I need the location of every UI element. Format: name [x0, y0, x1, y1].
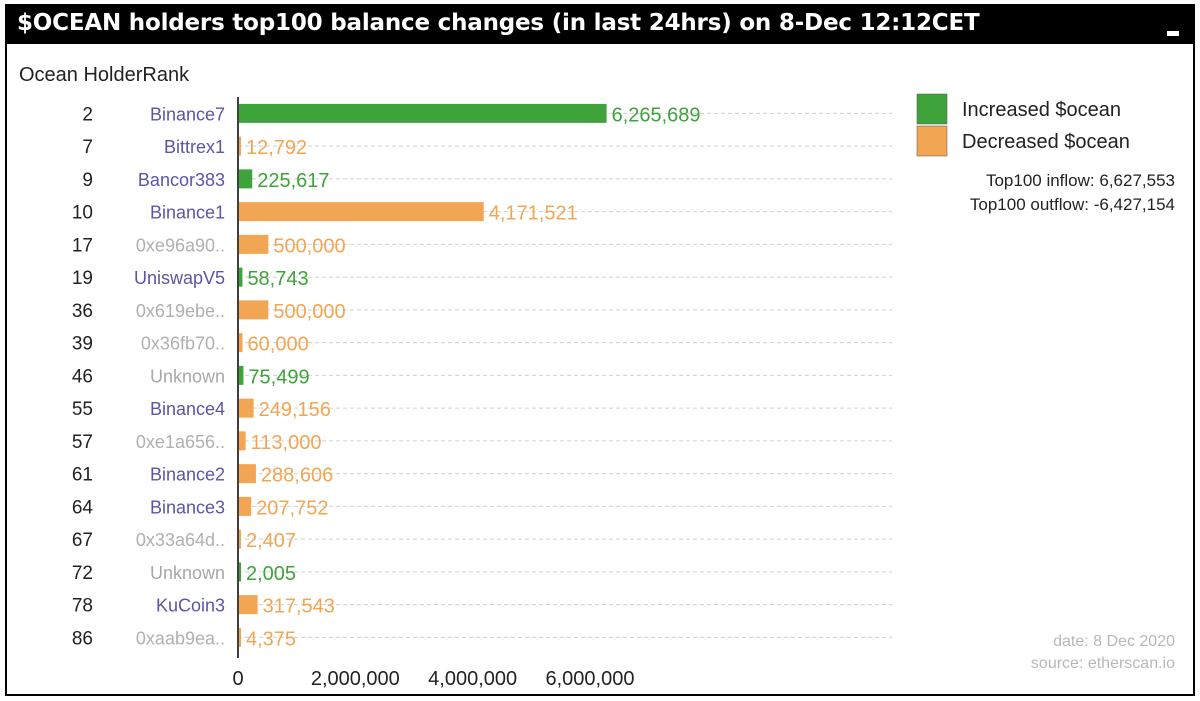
holder-label: Binance1: [150, 203, 225, 223]
holder-label: 0xe1a656..: [136, 432, 225, 452]
value-label: 500,000: [273, 235, 345, 257]
bar-increase: [239, 169, 253, 189]
holder-label: Unknown: [150, 563, 225, 583]
footer-text: source: etherscan.io: [1031, 655, 1175, 672]
legend-swatch-increase: [916, 93, 948, 125]
bar-decrease: [239, 234, 269, 254]
holder-label: Binance2: [150, 465, 225, 485]
bar-decrease: [239, 464, 256, 484]
x-tick-label: 2,000,000: [311, 668, 400, 690]
value-label: 4,171,521: [489, 203, 578, 225]
holder-label: 0x33a64d..: [136, 530, 225, 550]
chart-window: $OCEAN holders top100 balance changes (i…: [5, 4, 1195, 696]
value-label: 6,265,689: [612, 104, 701, 126]
rank-label: 9: [82, 170, 93, 191]
holder-label: Binance4: [150, 399, 225, 419]
holder-label: 0x619ebe..: [136, 301, 225, 321]
rank-label: 2: [82, 104, 93, 125]
value-label: 288,606: [261, 465, 333, 487]
bar-increase: [239, 267, 243, 287]
rank-label: 19: [72, 268, 93, 289]
holder-label: Bittrex1: [164, 137, 225, 157]
value-label: 12,792: [246, 137, 307, 159]
bar-decrease: [239, 398, 254, 418]
value-label: 249,156: [259, 399, 331, 421]
rank-label: 78: [72, 596, 93, 617]
holder-label: Binance7: [150, 104, 225, 124]
bar-decrease: [239, 595, 258, 615]
rank-label: 10: [72, 203, 93, 224]
rank-label: 64: [72, 497, 94, 518]
chart-title: $OCEAN holders top100 balance changes (i…: [17, 10, 980, 36]
value-label: 58,743: [247, 268, 308, 290]
minimize-icon[interactable]: [1167, 31, 1179, 36]
summary-text: Top100 inflow: 6,627,553: [986, 171, 1175, 190]
holder-label: Bancor383: [138, 170, 225, 190]
holder-label: 0x36fb70..: [141, 334, 225, 354]
bar-decrease: [239, 136, 241, 156]
x-tick-label: 0: [232, 668, 243, 690]
bar-increase: [239, 365, 244, 385]
bar-decrease: [239, 627, 241, 647]
bar-decrease: [239, 300, 269, 320]
rank-label: 57: [72, 432, 93, 453]
holder-label: KuCoin3: [156, 596, 225, 616]
legend-swatch-decrease: [916, 125, 948, 157]
holder-label: Binance3: [150, 497, 225, 517]
holder-label: 0xe96a90..: [136, 235, 225, 255]
rank-label: 67: [72, 530, 93, 551]
value-label: 113,000: [251, 432, 322, 454]
rank-label: 7: [82, 137, 93, 158]
rank-label: 86: [72, 628, 93, 649]
x-tick-label: 4,000,000: [428, 668, 517, 690]
bar-decrease: [239, 333, 243, 353]
bar-decrease: [239, 529, 241, 549]
rank-label: 46: [72, 366, 93, 387]
legend-label: Increased $ocean: [962, 99, 1121, 121]
holder-label: UniswapV5: [134, 268, 225, 288]
rank-label: 39: [72, 334, 93, 355]
rank-label: 36: [72, 301, 93, 322]
value-label: 500,000: [273, 301, 345, 323]
bar-increase: [239, 562, 241, 582]
bar-decrease: [239, 202, 484, 222]
footer-text: date: 8 Dec 2020: [1053, 633, 1175, 650]
value-label: 2,407: [246, 530, 296, 552]
value-label: 2,005: [246, 563, 296, 585]
bar-chart: Ocean HolderRank 2 Binance7 6,265,689 7 Bittr…: [19, 64, 1175, 690]
value-label: 225,617: [257, 170, 329, 192]
title-bar: $OCEAN holders top100 balance changes (i…: [7, 6, 1193, 44]
value-label: 4,375: [246, 628, 296, 650]
value-label: 207,752: [256, 497, 328, 519]
x-tick-label: 6,000,000: [546, 668, 635, 690]
bar-decrease: [239, 431, 246, 451]
bar-decrease: [239, 496, 252, 516]
rank-label: 55: [72, 399, 93, 420]
y-axis-label: Ocean HolderRank: [19, 64, 190, 86]
value-label: 60,000: [248, 334, 309, 356]
rank-label: 61: [72, 465, 93, 486]
rank-label: 72: [72, 563, 93, 584]
rank-label: 17: [72, 235, 93, 256]
holder-label: Unknown: [150, 366, 225, 386]
holder-label: 0xaab9ea..: [136, 628, 225, 648]
summary-text: Top100 outflow: -6,427,154: [970, 195, 1175, 214]
legend-label: Decreased $ocean: [962, 131, 1130, 153]
value-label: 317,543: [263, 596, 335, 618]
bar-increase: [239, 103, 607, 123]
value-label: 75,499: [248, 366, 309, 388]
